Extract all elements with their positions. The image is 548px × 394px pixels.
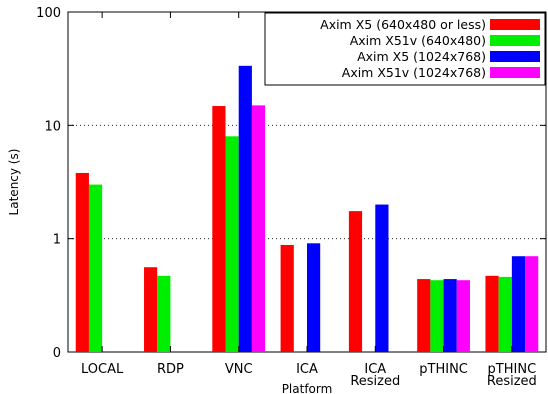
legend-swatch: [490, 19, 540, 30]
bar: [157, 275, 171, 352]
y-tick-label: 0: [53, 346, 61, 361]
x-tick-label: ICA: [364, 362, 386, 377]
grid-lines: [68, 124, 546, 240]
bar: [511, 256, 526, 352]
legend-swatch: [490, 51, 540, 62]
bar: [75, 172, 89, 352]
x-tick-label: RDP: [157, 362, 184, 377]
bar: [525, 256, 539, 352]
bars: [75, 65, 539, 353]
x-tick-label: Resized: [350, 374, 400, 389]
bar: [144, 267, 158, 352]
bar: [212, 106, 226, 352]
bar: [417, 279, 431, 352]
bar: [375, 204, 389, 352]
y-tick-label: 100: [36, 6, 61, 21]
bar: [88, 184, 103, 352]
bar: [348, 211, 363, 352]
x-tick-label: VNC: [225, 362, 253, 377]
y-tick-label: 10: [44, 119, 61, 134]
bar: [307, 243, 321, 352]
x-tick-label: pTHINC: [488, 362, 537, 377]
legend-swatch: [490, 67, 540, 78]
y-tick-label: 1: [53, 233, 61, 248]
x-tick-label: pTHINC: [419, 362, 468, 377]
x-tick-label: ICA: [296, 362, 318, 377]
bar: [280, 244, 294, 352]
x-axis-title: Platform: [282, 382, 333, 394]
y-axis-ticks: 0 1 10 100: [36, 6, 546, 361]
x-tick-label: LOCAL: [81, 362, 124, 377]
legend-label: Axim X51v (640x480): [350, 33, 486, 48]
legend-label: Axim X51v (1024x768): [342, 65, 486, 80]
bar: [456, 280, 470, 352]
bar: [498, 276, 512, 352]
bar: [443, 279, 457, 352]
legend-label: Axim X5 (1024x768): [357, 49, 486, 64]
bar: [238, 65, 252, 353]
bar: [485, 275, 499, 352]
x-tick-label: Resized: [487, 374, 537, 389]
bar: [251, 105, 266, 352]
bar: [430, 280, 444, 352]
legend-swatch: [490, 35, 540, 46]
legend: Axim X5 (640x480 or less)Axim X51v (640x…: [264, 12, 546, 86]
y-axis-title: Latency (s): [7, 149, 21, 216]
bar: [225, 136, 239, 352]
legend-label: Axim X5 (640x480 or less): [320, 17, 486, 32]
